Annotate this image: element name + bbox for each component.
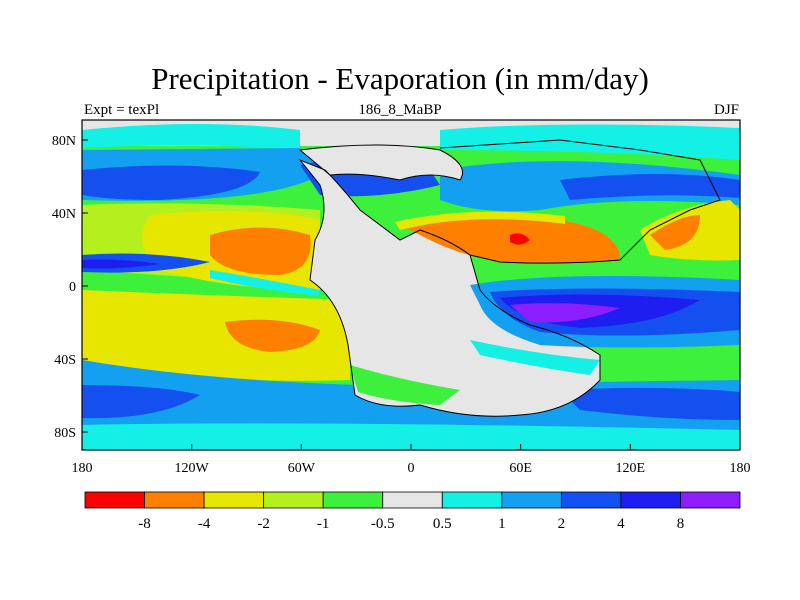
- y-tick-label: 80S: [54, 426, 76, 441]
- x-tick-label: 0: [408, 461, 415, 476]
- experiment-label: Expt = texPl: [84, 102, 160, 118]
- x-tick-label: 60W: [288, 461, 316, 476]
- colorbar-swatch: [501, 491, 562, 509]
- colorbar-label: -4: [198, 516, 211, 532]
- antarctic-coast-band: [82, 423, 740, 450]
- contour-field: [82, 120, 740, 450]
- x-axis-ticks: 180 120W 60W 0 60E 120E 180: [72, 444, 751, 476]
- colorbar-swatch: [680, 491, 741, 509]
- y-tick-label: 0: [69, 280, 76, 295]
- x-tick-label: 120E: [616, 461, 646, 476]
- south-subtropics: [82, 290, 350, 381]
- y-tick-label: 40S: [54, 353, 76, 368]
- colorbar: -8 -4 -2 -1 -0.5 0.5 1 2 4 8: [84, 491, 741, 532]
- north-tethys-storm-track-core: [560, 174, 740, 200]
- colorbar-label: 2: [558, 516, 566, 532]
- y-tick-label: 40N: [52, 207, 76, 222]
- itcz-west-core: [82, 259, 160, 269]
- x-tick-label: 180: [730, 461, 751, 476]
- colorbar-label: 0.5: [433, 516, 452, 532]
- north-pacific-storm-track-core: [82, 165, 260, 200]
- x-tick-label: 60E: [509, 461, 532, 476]
- coastline-east: [439, 139, 721, 264]
- colorbar-swatch: [560, 491, 622, 509]
- south-pangaea-green: [350, 365, 460, 405]
- y-tick-label: 80N: [52, 134, 76, 149]
- x-tick-label: 180: [72, 461, 93, 476]
- colorbar-label: -2: [257, 516, 270, 532]
- colorbar-swatch: [382, 491, 443, 509]
- arctic-cyan-band: [82, 124, 300, 150]
- east-tethys-dry-core: [650, 215, 700, 250]
- colorbar-swatch: [84, 491, 145, 509]
- colorbar-label: 4: [617, 516, 625, 532]
- north-pacific-dry-core: [210, 227, 311, 275]
- south-pacific-dry-core: [225, 319, 320, 352]
- colorbar-swatch: [322, 491, 384, 509]
- colorbar-label: -0.5: [371, 516, 395, 532]
- period-label: 186_8_MaBP: [358, 102, 442, 118]
- colorbar-label: -8: [138, 516, 151, 532]
- tethys-dry-core: [510, 233, 530, 245]
- season-label: DJF: [713, 102, 739, 118]
- coastlines: [298, 139, 721, 417]
- colorbar-swatch: [620, 491, 681, 509]
- itcz-central: [210, 270, 320, 296]
- tethys-dry-margin: [395, 211, 565, 230]
- colorbar-label: 1: [498, 516, 506, 532]
- map-title: Precipitation - Evaporation (in mm/day): [151, 61, 649, 96]
- coastline-north: [298, 144, 463, 181]
- arctic-cyan-band-2: [440, 124, 740, 160]
- south-pangaea-coast-cyan: [470, 340, 600, 375]
- tethys-equatorial-wet-core: [510, 303, 620, 323]
- colorbar-label: 8: [677, 516, 685, 532]
- colorbar-swatch: [263, 491, 324, 509]
- colorbar-label: -1: [317, 516, 330, 532]
- colorbar-swatch: [203, 491, 265, 509]
- colorbar-swatch: [441, 491, 503, 509]
- pangaea-north: [300, 145, 463, 180]
- southern-ocean-storm-track-east: [560, 387, 740, 420]
- x-tick-label: 120W: [175, 461, 210, 476]
- southern-ocean-storm-track: [82, 385, 200, 419]
- colorbar-swatch: [144, 491, 205, 509]
- y-axis-ticks: 80N 40N 0 40S 80S: [52, 134, 88, 441]
- coastline-pangaea: [298, 158, 601, 417]
